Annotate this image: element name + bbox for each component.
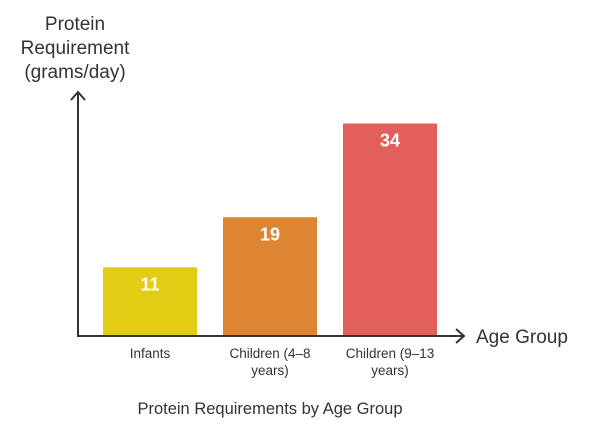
tick-labels-group: Infants Children (4–8 years) Children (9–13… [130, 346, 435, 378]
y-axis-label-line-2: Requirement [21, 38, 130, 59]
bar-2 [223, 217, 317, 336]
y-axis-label-line-1: Protein [45, 14, 105, 35]
x-tick-label-3-line-2: years) [371, 363, 409, 378]
x-tick-label-1-line-1: Infants [130, 346, 171, 361]
x-tick-label-2-line-2: years) [251, 363, 289, 378]
x-tick-label-2-line-1: Children (4–8 [229, 346, 310, 361]
bars-group: 11 19 34 [103, 123, 437, 336]
chart-title: Protein Requirements by Age Group [137, 400, 402, 418]
bar-value-label-1: 11 [140, 274, 159, 294]
x-axis-arrowhead [455, 328, 466, 344]
bar-3 [343, 123, 437, 336]
y-axis-label-line-3: (grams/day) [24, 62, 125, 83]
bar-value-label-2: 19 [260, 224, 280, 244]
bar-value-label-3: 34 [380, 131, 400, 151]
x-axis-label: Age Group [476, 327, 568, 348]
bar-1 [103, 267, 197, 336]
y-axis-arrowhead [70, 90, 86, 101]
x-tick-label-3-line-1: Children (9–13 [346, 346, 435, 361]
